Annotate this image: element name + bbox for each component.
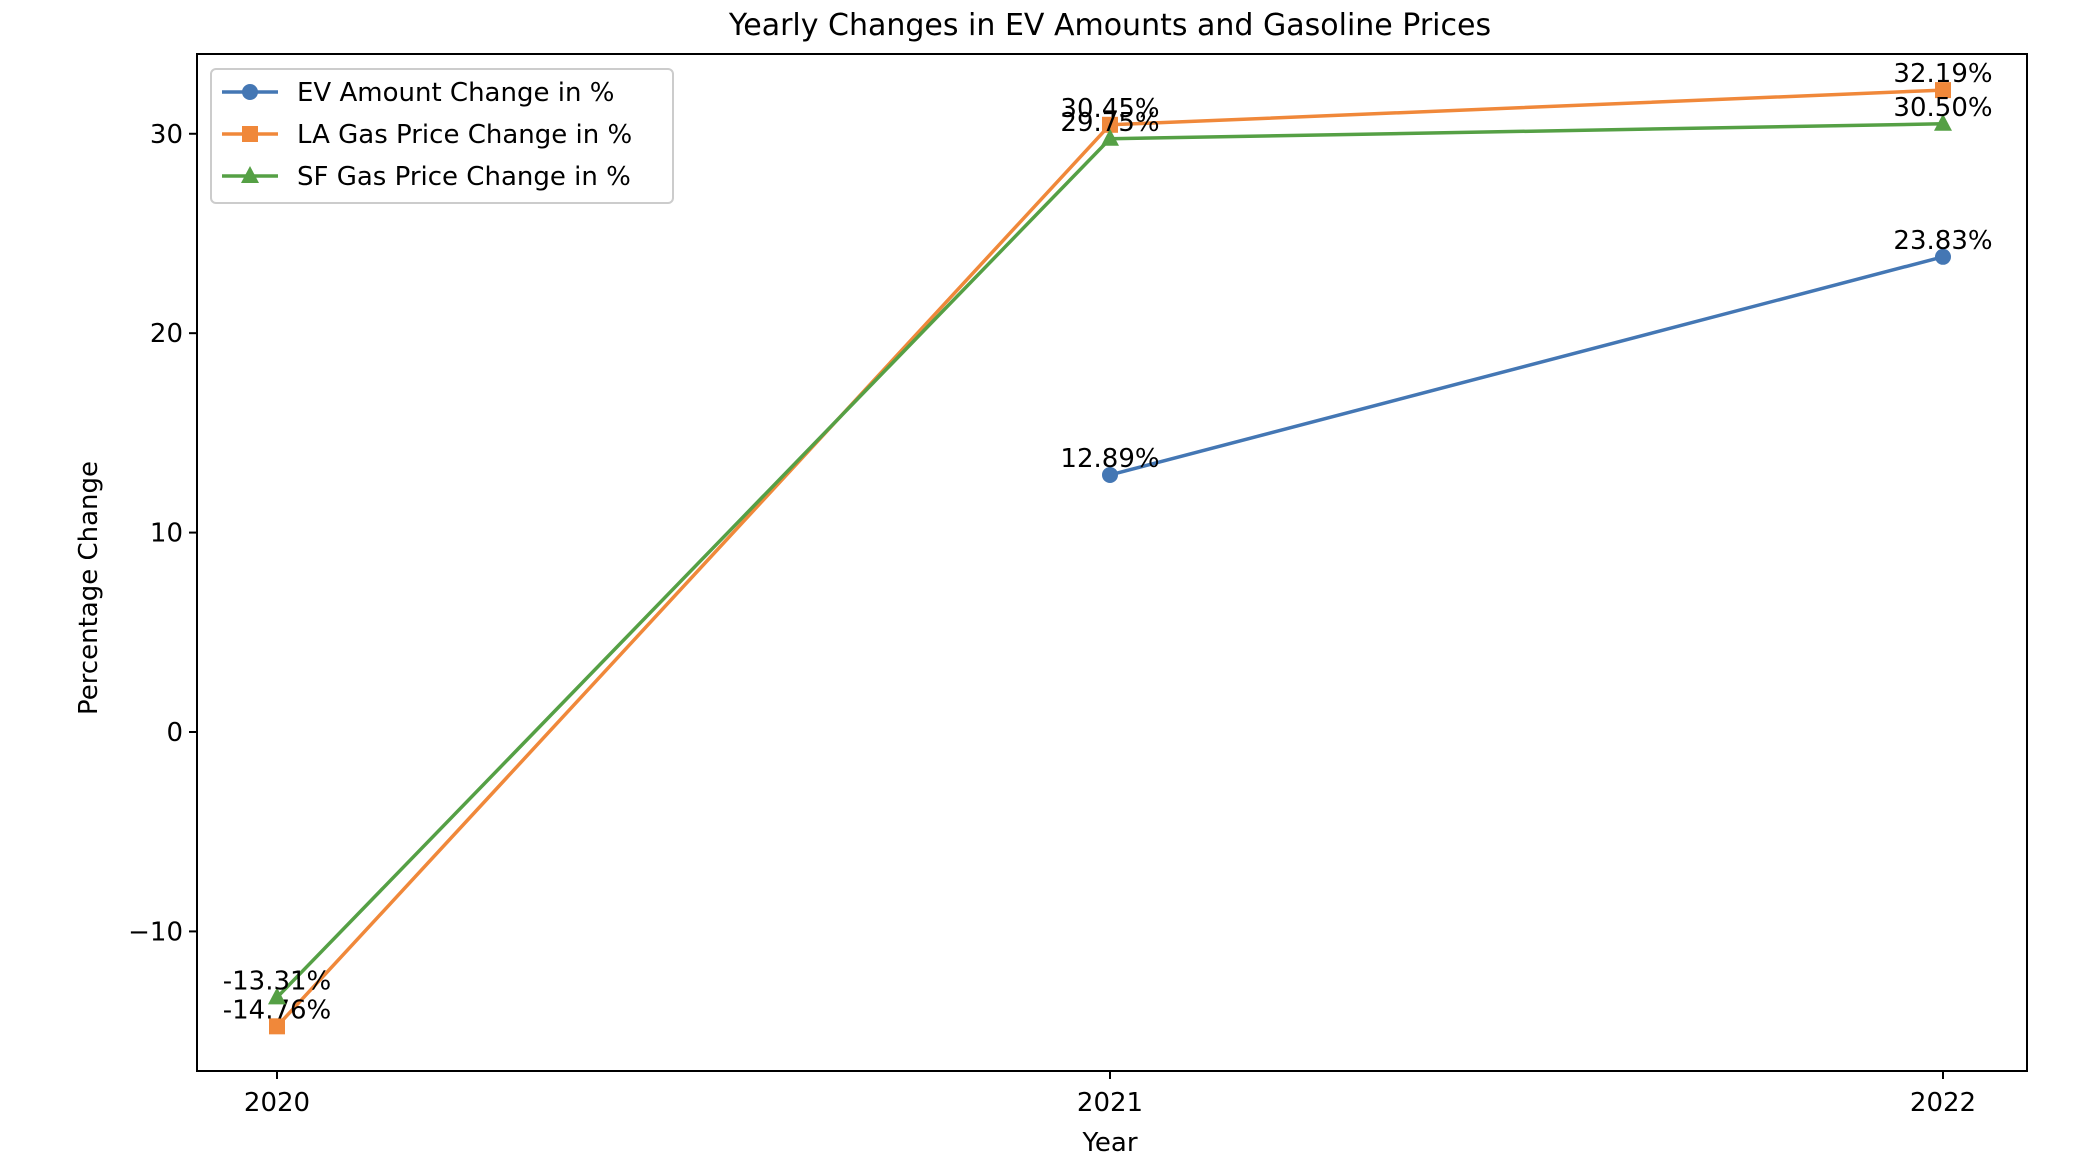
data-label: 23.83% [1893,226,1992,256]
series-1: -14.76%30.45%32.19% [223,59,1993,1035]
series-2: -13.31% 29.75% 30.50% [223,93,1993,1005]
legend-item: LA Gas Price Change in % [222,120,632,150]
data-point [1935,82,1951,99]
plot-area: 12.89%23.83%-14.76%30.45%32.19%-13.31%29… [223,59,1993,1035]
x-tick-label: 2022 [1910,1088,1976,1118]
legend-label: LA Gas Price Change in % [297,120,632,150]
data-point [1101,128,1119,146]
data-label: -13.31% [223,966,332,996]
y-tick-label: 10 [150,519,183,549]
legend-label: SF Gas Price Change in % [297,162,631,192]
legend-marker [242,126,258,142]
y-axis-label: Percentage Change [74,461,104,715]
data-label: 30.45% [1060,94,1159,124]
legend-item: EV Amount Change in % [222,78,614,108]
y-tick-label: 0 [166,718,183,748]
series-0: 12.89% 23.83% [1060,226,1993,483]
data-point [1102,116,1118,133]
y-tick-label: −10 [128,917,183,947]
data-point [1102,466,1118,483]
legend-marker [242,84,258,100]
x-tick-label: 2020 [244,1088,310,1118]
data-label: 29.75% [1060,108,1159,138]
legend-box [210,68,674,204]
legend: EV Amount Change in % LA Gas Price Change… [210,68,674,204]
data-point [1935,248,1951,265]
data-point [268,987,286,1005]
data-label: 30.50% [1893,93,1992,123]
plot-frame [196,53,2028,1072]
data-label: 12.89% [1060,444,1159,474]
data-point [1934,113,1952,131]
data-label: 32.19% [1893,59,1992,89]
y-tick-label: 30 [150,120,183,150]
legend-item: SF Gas Price Change in % [222,162,631,192]
y-tick-label: 20 [150,319,183,349]
data-point [269,1018,285,1035]
legend-label: EV Amount Change in % [297,78,614,108]
x-tick-label: 2021 [1077,1088,1143,1118]
axes: −10 0 10 20 30 2020 2021 2022 [128,53,2028,1118]
x-axis-label: Year [1081,1128,1137,1158]
chart-title: Yearly Changes in EV Amounts and Gasolin… [728,8,1491,43]
legend-marker [241,166,259,183]
series-line [1109,255,1944,477]
